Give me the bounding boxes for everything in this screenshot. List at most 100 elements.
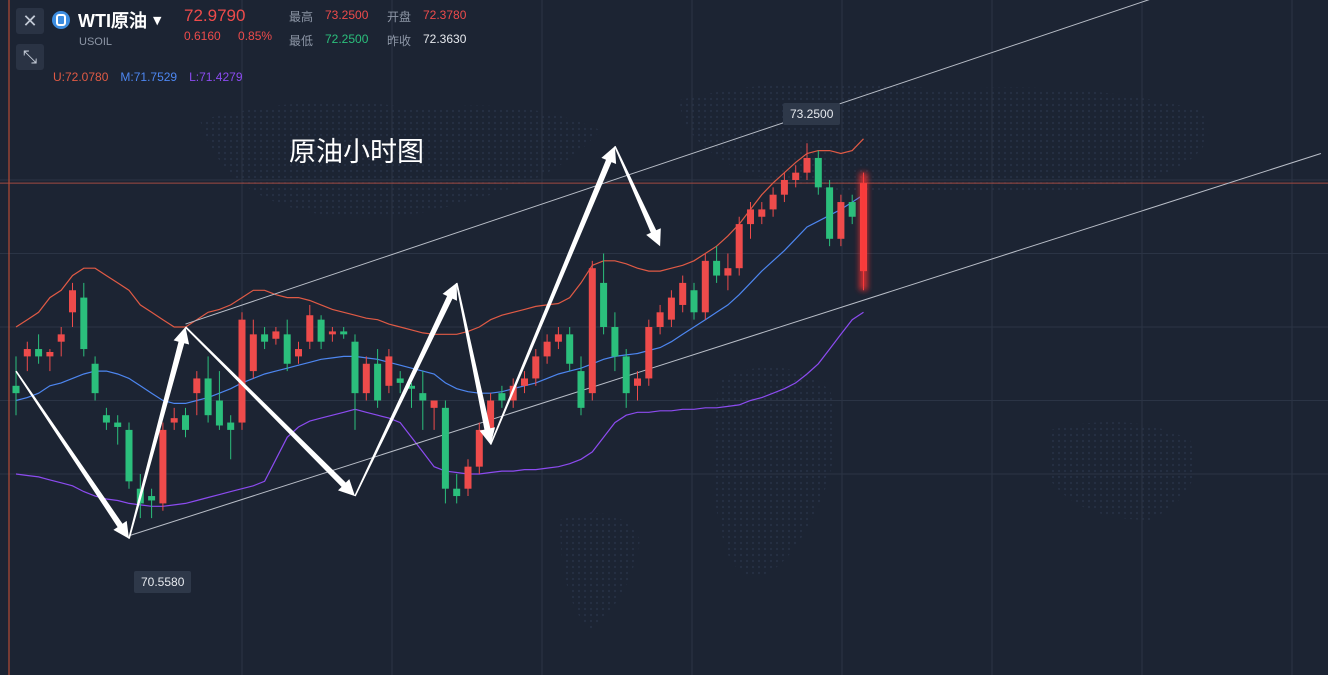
swing-arrow	[489, 146, 617, 445]
candle-body	[69, 290, 76, 313]
boll-upper-value: U:72.0780	[53, 70, 109, 84]
candle-body	[622, 356, 630, 394]
bollinger-upper-line	[15, 138, 864, 335]
collapse-arrows-icon[interactable]: ⤡	[16, 44, 44, 70]
last-candle-glow	[859, 172, 868, 291]
candle-body	[735, 224, 743, 269]
boll-lower-value: L:71.4279	[189, 70, 243, 84]
swing-arrows	[15, 145, 661, 539]
candle-body	[634, 378, 641, 386]
last-price: 72.9790	[184, 6, 246, 25]
swing-arrow	[455, 282, 496, 445]
swing-arrow	[184, 326, 355, 497]
low-value: 72.2500	[325, 32, 369, 46]
candle-body	[351, 341, 359, 394]
candle-body	[588, 268, 596, 394]
candle-body	[453, 488, 461, 497]
bollinger-middle-line	[15, 194, 864, 404]
prev-close-value: 72.3630	[423, 32, 467, 46]
candle-body	[193, 378, 201, 394]
candle-body	[272, 331, 280, 339]
candle-body	[475, 429, 483, 467]
candle-body	[374, 363, 382, 401]
candle-body	[747, 209, 754, 225]
candle-body	[848, 202, 856, 217]
candle-body	[464, 466, 472, 489]
candle-body	[12, 385, 20, 394]
candle-body	[283, 334, 291, 364]
candle-body	[317, 319, 325, 342]
candle-body	[826, 187, 834, 239]
caret-down-icon[interactable]: ▼	[153, 13, 162, 27]
candle-body	[837, 202, 845, 239]
candle-body	[261, 334, 269, 342]
channel-upper-line	[185, 0, 1150, 325]
candle-body	[667, 297, 675, 320]
candle-body	[57, 334, 65, 342]
high-label: 最高	[289, 10, 314, 24]
swing-arrow	[614, 145, 661, 247]
candle-body	[396, 378, 404, 383]
chart-title: 原油小时图	[289, 137, 424, 167]
candle-body	[803, 157, 811, 173]
candle-body	[385, 356, 393, 386]
swing-arrow	[15, 370, 129, 539]
high-value: 73.2500	[325, 8, 369, 22]
candle-body	[238, 319, 246, 423]
bollinger-lower-line	[15, 311, 864, 507]
candle-body	[159, 429, 167, 504]
candle-body	[80, 297, 88, 350]
candle-body	[814, 157, 822, 188]
low-label: 最低	[289, 34, 314, 48]
candle-body	[102, 415, 110, 423]
candle-body	[713, 260, 721, 276]
candle-body	[23, 349, 31, 357]
candle-body	[35, 349, 43, 357]
candle-body	[521, 378, 528, 386]
candle-body	[769, 194, 777, 210]
candle-body	[114, 422, 122, 427]
candle-body	[792, 172, 800, 180]
candle-body	[170, 418, 178, 423]
candle-body	[91, 363, 99, 394]
candlesticks[interactable]	[12, 143, 868, 519]
candle-body	[408, 385, 415, 389]
candle-body	[498, 393, 506, 401]
candle-body	[362, 363, 370, 394]
candle-body	[215, 400, 223, 426]
symbol-code: USOIL	[79, 36, 113, 48]
candle-body	[566, 334, 574, 364]
candle-body	[430, 400, 438, 408]
candle-body	[543, 341, 551, 357]
candle-body	[306, 315, 314, 342]
candle-body	[600, 282, 608, 327]
symbol-logo-icon	[52, 11, 70, 29]
candle-body	[340, 331, 348, 335]
candle-body	[419, 393, 427, 401]
symbol-selector[interactable]: WTI原油 ▼ USOIL	[52, 7, 161, 48]
boll-middle-value: M:71.7529	[120, 70, 178, 84]
candle-body	[554, 334, 562, 342]
close-icon[interactable]: ✕	[16, 8, 44, 34]
candle-body	[487, 400, 495, 430]
open-value: 72.3780	[423, 8, 467, 22]
candle-body	[701, 260, 709, 313]
candle-body	[148, 496, 156, 501]
candle-body	[645, 327, 653, 379]
candle-body	[679, 282, 687, 305]
bollinger-legend: U:72.0780 M:71.7529 L:71.4279	[53, 70, 255, 84]
open-label: 开盘	[387, 10, 412, 24]
price-change-pct: 0.85%	[238, 29, 273, 43]
candle-body	[204, 378, 212, 416]
candle-body	[690, 290, 698, 313]
candle-body	[532, 356, 540, 379]
bollinger-bands	[15, 138, 864, 507]
prev-close-label: 昨收	[387, 34, 412, 48]
candle-body	[577, 371, 585, 408]
candle-body	[758, 209, 766, 217]
swing-arrow	[354, 282, 457, 497]
high-price-tag: 73.2500	[783, 103, 841, 125]
candle-body	[227, 422, 235, 430]
candle-body	[441, 407, 449, 489]
